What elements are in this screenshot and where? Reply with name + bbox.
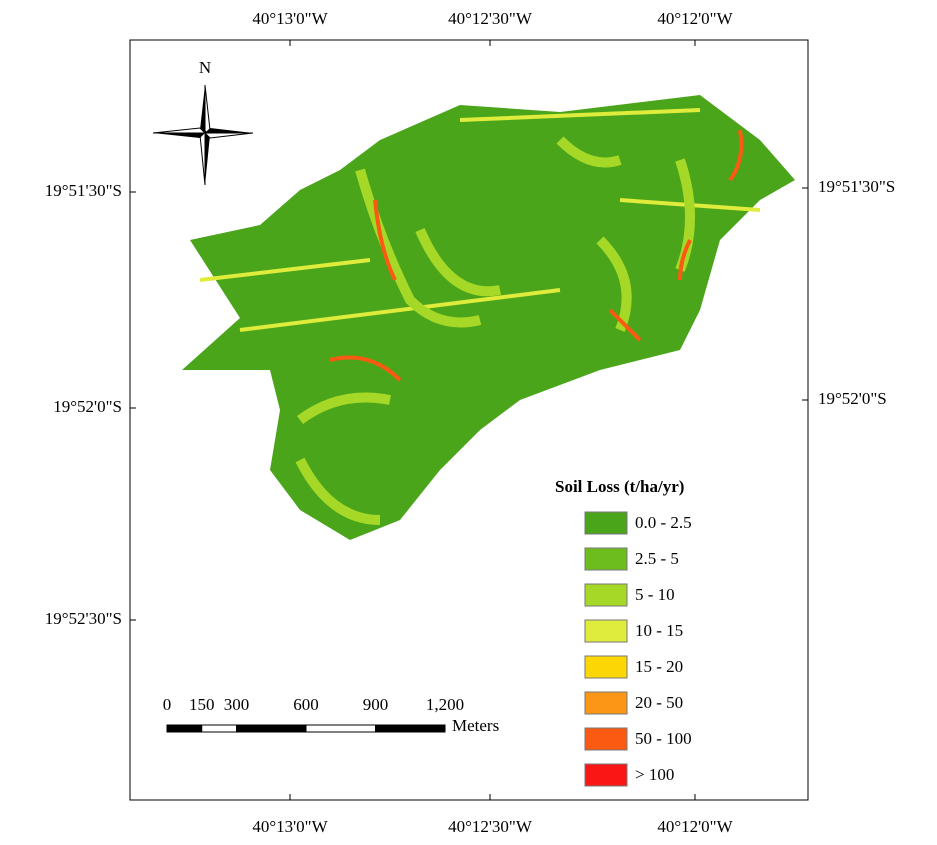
bottom-coordinate: 40°13'0"W (252, 817, 328, 836)
legend-label: 10 - 15 (635, 621, 683, 640)
legend-label: 2.5 - 5 (635, 549, 679, 568)
legend-label: 50 - 100 (635, 729, 692, 748)
bottom-coordinate: 40°12'30"W (448, 817, 533, 836)
scale-segment (376, 725, 446, 732)
left-coordinate: 19°51'30"S (45, 181, 122, 200)
right-coordinate: 19°52'0"S (818, 389, 887, 408)
right-coordinate: 19°51'30"S (818, 177, 895, 196)
scale-label: 1,200 (426, 695, 464, 714)
left-coordinate: 19°52'30"S (45, 609, 122, 628)
legend-swatch (585, 584, 627, 606)
top-coordinate: 40°12'30"W (448, 9, 533, 28)
scale-segment (167, 725, 202, 732)
top-coordinate: 40°12'0"W (657, 9, 733, 28)
legend-label: 20 - 50 (635, 693, 683, 712)
legend-swatch (585, 764, 627, 786)
legend-label: 0.0 - 2.5 (635, 513, 692, 532)
scale-label: 900 (363, 695, 389, 714)
bottom-coordinate: 40°12'0"W (657, 817, 733, 836)
scale-label: 0 (163, 695, 172, 714)
scale-segment (202, 725, 237, 732)
legend-label: 15 - 20 (635, 657, 683, 676)
north-label: N (199, 58, 211, 77)
scale-label: 150 (189, 695, 215, 714)
scale-segment (306, 725, 376, 732)
map-figure: N Soil Loss (t/ha/yr) Meters 40°13'0"W 40… (0, 0, 937, 840)
left-coordinate: 19°52'0"S (53, 397, 122, 416)
scale-label: 600 (293, 695, 319, 714)
legend-swatch (585, 548, 627, 570)
scale-segment (237, 725, 307, 732)
legend-label: 5 - 10 (635, 585, 675, 604)
legend-swatch (585, 656, 627, 678)
legend-swatch (585, 620, 627, 642)
scale-label: 300 (224, 695, 250, 714)
legend-swatch (585, 728, 627, 750)
top-coordinate: 40°13'0"W (252, 9, 328, 28)
scale-unit: Meters (452, 716, 499, 735)
legend-swatch (585, 692, 627, 714)
legend-label: > 100 (635, 765, 674, 784)
legend-title: Soil Loss (t/ha/yr) (555, 477, 684, 496)
legend-swatch (585, 512, 627, 534)
